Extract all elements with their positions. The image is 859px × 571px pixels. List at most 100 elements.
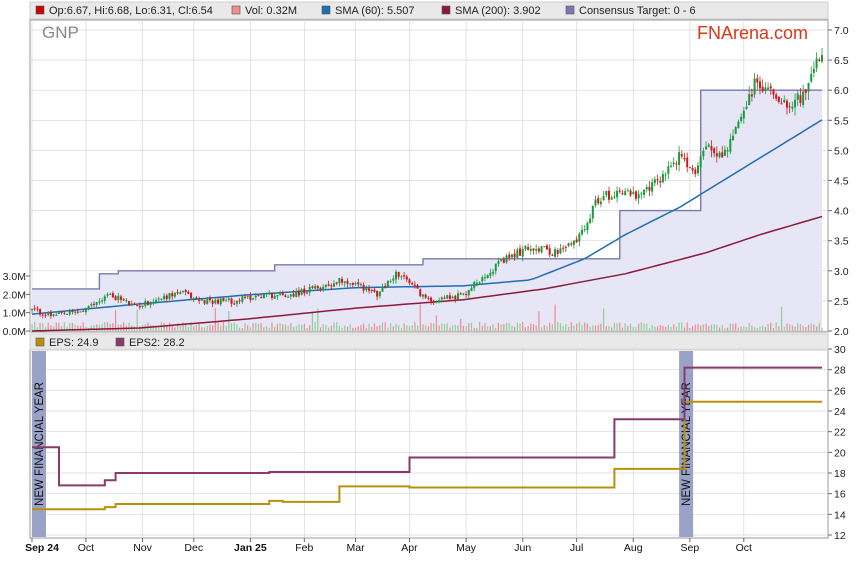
volume-bar — [745, 326, 748, 331]
candle-body — [489, 272, 492, 276]
candle — [195, 296, 198, 300]
candle — [287, 294, 290, 298]
candle — [510, 253, 513, 259]
volume-bar — [554, 304, 556, 331]
volume-bar — [791, 325, 793, 331]
candle — [618, 187, 621, 194]
candle-body — [136, 305, 139, 307]
volume-bar — [422, 324, 424, 331]
candle — [370, 288, 373, 294]
candle — [696, 162, 699, 176]
candle-body — [688, 167, 691, 169]
candle-body — [581, 229, 584, 235]
candle-body — [772, 89, 775, 95]
candle — [459, 292, 462, 295]
volume-bar — [546, 326, 548, 331]
volume-bar — [603, 308, 605, 331]
candle-body — [386, 281, 389, 288]
candle-body — [554, 249, 557, 257]
eps-y-axis: 12 14 16 18 20 22 24 26 28 30 — [828, 344, 846, 542]
volume-bar — [414, 322, 416, 331]
candle-body — [165, 295, 168, 299]
candle-body — [767, 87, 770, 90]
candle — [295, 288, 298, 298]
candle — [605, 190, 608, 198]
volume-tick-label: 0.0M — [3, 326, 26, 338]
candle-body — [562, 247, 565, 249]
candle-body — [187, 291, 190, 294]
new-financial-year-band — [679, 351, 694, 537]
volume-bar — [322, 323, 324, 331]
candle-body — [300, 289, 303, 295]
price-y-axis: 2.0 2.5 3.0 3.5 4.0 4.5 5.0 5.5 6.0 6.5 7.0 — [828, 25, 849, 338]
candle-body — [332, 283, 335, 287]
candle — [227, 297, 230, 303]
legend-text: EPS2: 28.2 — [129, 337, 185, 349]
volume-bar — [333, 322, 335, 331]
candle — [171, 290, 174, 300]
volume-bar — [648, 328, 651, 331]
new-financial-year-band — [32, 351, 46, 537]
candle-body — [748, 94, 751, 106]
volume-bar — [592, 325, 594, 331]
candle-body — [52, 314, 55, 317]
candle-body — [594, 199, 597, 206]
volume-bar — [435, 315, 438, 331]
candle-body — [567, 243, 570, 247]
volume-bar — [93, 325, 95, 331]
candle — [427, 295, 430, 301]
candle — [362, 282, 365, 294]
candle-body — [500, 259, 503, 261]
volume-bar — [452, 325, 454, 331]
candle-body — [403, 275, 406, 277]
volume-bar — [128, 322, 130, 331]
candle — [624, 188, 627, 196]
candle-body — [117, 295, 120, 300]
volume-bar — [565, 324, 567, 331]
candle — [57, 310, 60, 315]
candle — [284, 294, 287, 298]
candle — [497, 257, 500, 267]
candle-body — [171, 293, 174, 297]
candle — [777, 95, 780, 104]
volume-bar — [516, 322, 518, 331]
candle-body — [737, 121, 740, 129]
candle-body — [84, 309, 87, 313]
candle-body — [163, 295, 166, 300]
candle — [90, 302, 93, 308]
candle — [419, 288, 422, 298]
candle-body — [467, 290, 470, 296]
candle-body — [483, 277, 486, 279]
candle-body — [195, 297, 198, 300]
candle — [327, 280, 330, 287]
volume-bar — [311, 311, 314, 331]
candle-body — [111, 293, 114, 298]
volume-bar — [503, 324, 505, 331]
candle — [230, 297, 233, 307]
candle-body — [241, 296, 244, 302]
candle — [586, 221, 589, 235]
volume-bar — [718, 327, 721, 331]
candle-body — [287, 296, 290, 298]
x-tick-label: Jun — [514, 542, 531, 554]
volume-bar — [346, 326, 349, 331]
candle — [376, 290, 379, 301]
candle-body — [440, 297, 443, 300]
volume-bar — [52, 326, 55, 331]
candle — [292, 290, 295, 298]
candle — [249, 292, 252, 303]
eps-tick-label: 12 — [834, 530, 846, 542]
volume-bar — [44, 326, 47, 331]
candle — [403, 271, 406, 280]
candle — [155, 297, 158, 304]
candle-body — [785, 100, 788, 108]
candle-body — [252, 298, 255, 300]
volume-bar — [82, 322, 84, 331]
candle-body — [79, 311, 82, 313]
candle — [349, 283, 352, 287]
candle — [537, 246, 540, 254]
candle-body — [750, 94, 753, 97]
candle — [821, 47, 823, 64]
candle — [146, 300, 149, 306]
candle-body — [47, 312, 50, 315]
